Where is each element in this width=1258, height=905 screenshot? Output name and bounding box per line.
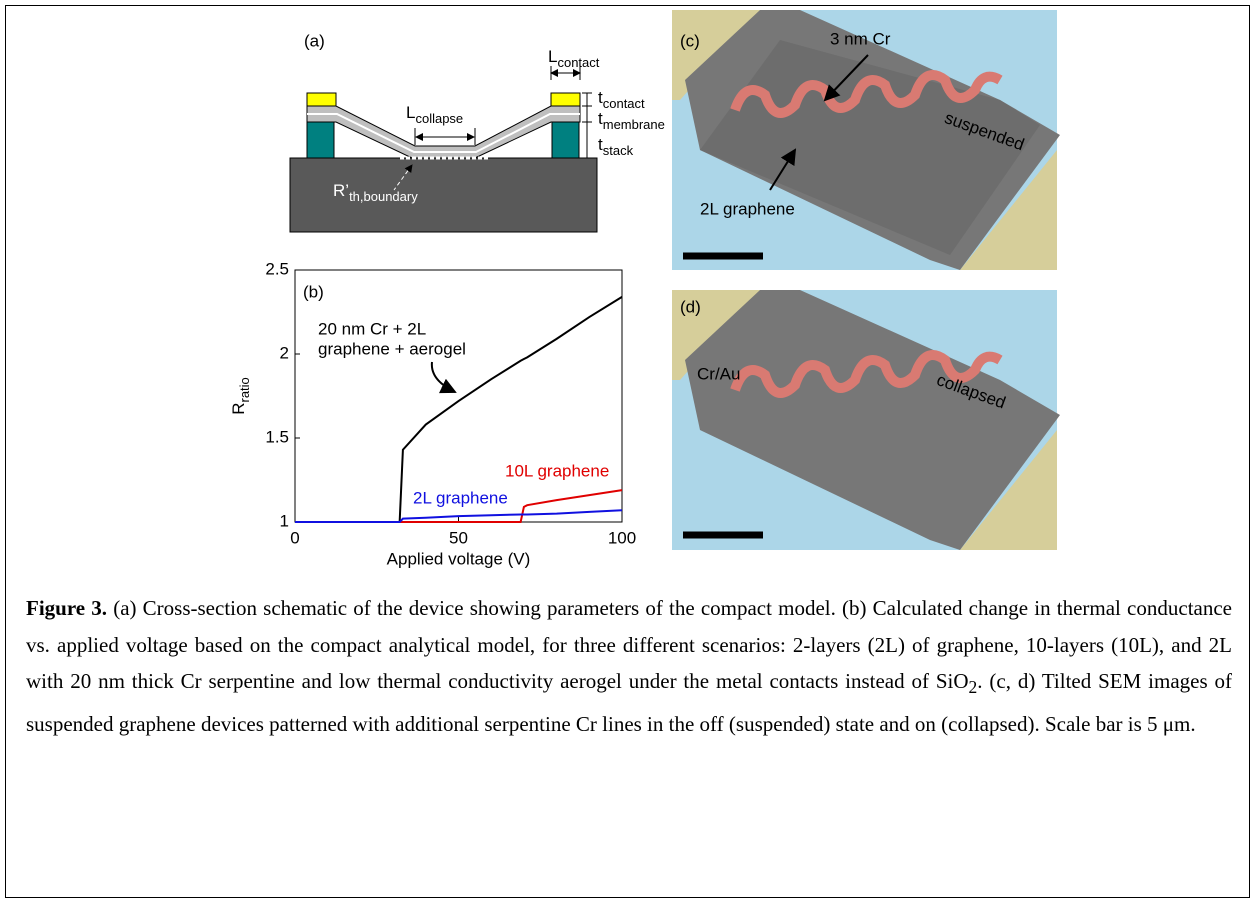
panel-label: (c) [680, 31, 700, 50]
y-axis-label-sub: ratio [237, 377, 252, 402]
y-tick-label: 2 [280, 343, 289, 362]
schematic-label-main: L [406, 103, 415, 122]
caption-sub: 2 [968, 677, 978, 698]
schematic-label-main: L [548, 47, 557, 66]
schematic-label-main: R’ [333, 181, 349, 200]
caption-label: Figure 3. [26, 596, 108, 620]
schematic-label: tmembrane [598, 109, 665, 132]
caption-text: (a) Cross-section schematic of the devic… [26, 596, 1232, 693]
schematic-label: Lcollapse [406, 103, 463, 126]
annotation: 2L graphene [700, 199, 795, 218]
x-tick-label: 50 [449, 528, 468, 547]
schematic-label: R’th,boundary [333, 181, 418, 204]
schematic-label: tstack [598, 135, 634, 158]
schematic-label-sub: th,boundary [349, 189, 418, 204]
sem-image [672, 10, 1060, 270]
y-tick-label: 2.5 [265, 259, 289, 278]
schematic-label-sub: contact [603, 96, 645, 111]
sem-image [672, 290, 1060, 550]
schematic [289, 66, 598, 233]
schematic-label-sub: collapse [415, 111, 463, 126]
annotation: 20 nm Cr + 2L [318, 319, 426, 338]
schematic-label-main: t [598, 109, 603, 128]
plot-frame [294, 269, 623, 523]
caption: Figure 3. (a) Cross-section schematic of… [26, 590, 1232, 742]
schematic-label-main: t [598, 88, 603, 107]
y-tick-label: 1.5 [265, 427, 289, 446]
annotation-arrow [430, 361, 457, 394]
figure: (a) (c) 3 nm Cr suspended 2L graphene (d… [229, 10, 1060, 568]
line-series [295, 509, 623, 523]
schematic-label: Lcontact [548, 47, 600, 70]
schematic-label-main: t [598, 135, 603, 154]
annotation: graphene + aerogel [318, 339, 466, 358]
y-tick-label: 1 [280, 511, 289, 530]
annotation: 3 nm Cr [830, 29, 891, 48]
x-tick-label: 100 [608, 528, 636, 547]
x-tick-label: 0 [290, 528, 299, 547]
figure-frame [5, 5, 1250, 898]
schematic-label-sub: membrane [603, 117, 665, 132]
series-label: 2L graphene [413, 488, 508, 507]
panel-label: (d) [680, 297, 701, 316]
y-axis-label-main: R [229, 403, 248, 415]
schematic-label-sub: contact [557, 55, 599, 70]
panel-label: (b) [303, 282, 324, 301]
annotation: Cr/Au [697, 364, 740, 383]
series-label: 10L graphene [505, 461, 609, 480]
schematic-label: tcontact [598, 88, 645, 111]
y-axis-label: Rratio [229, 377, 252, 415]
x-axis-label: Applied voltage (V) [387, 549, 531, 568]
panel-label: (a) [304, 31, 325, 50]
schematic-label-sub: stack [603, 143, 634, 158]
caption-text: . (c, d) Tilted SEM images of suspended … [26, 669, 1232, 736]
